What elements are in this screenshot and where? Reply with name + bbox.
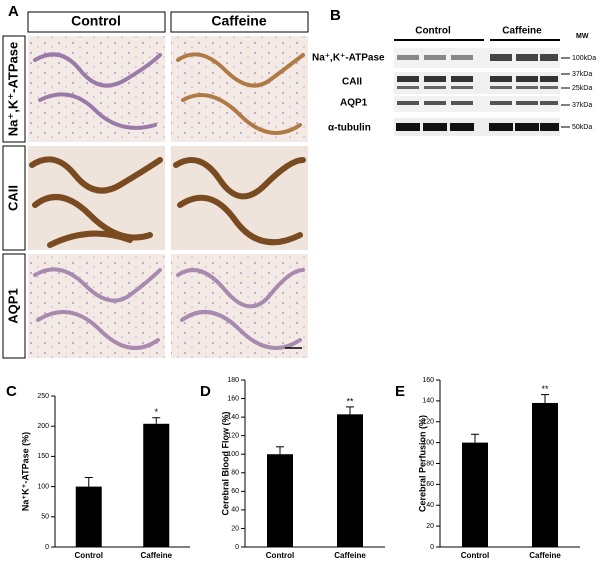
bar	[462, 442, 488, 547]
significance: **	[346, 396, 354, 406]
y-tick-label: 100	[37, 483, 49, 490]
mw-marker: 37kDa	[572, 71, 592, 78]
bar	[532, 402, 558, 547]
bar	[75, 486, 102, 547]
mw-header: MW	[576, 33, 589, 40]
x-tick-label: Control	[266, 551, 294, 560]
y-tick-label: 50	[41, 514, 49, 521]
y-tick-label: 100	[227, 451, 239, 458]
micrographs	[28, 36, 308, 358]
mw-marker: 37kDa	[572, 102, 592, 109]
bar	[143, 423, 170, 547]
y-tick-label: 60	[426, 481, 434, 488]
y-tick-label: 160	[422, 377, 434, 384]
panel-letter: D	[200, 383, 211, 400]
y-tick-label: 140	[422, 398, 434, 405]
mw-marker: 50kDa	[572, 124, 592, 131]
y-tick-label: 80	[231, 470, 239, 477]
panel-letter: E	[395, 383, 405, 400]
y-tick-label: 120	[227, 433, 239, 440]
row-label: AQP1	[340, 98, 368, 109]
y-axis-label: Cerebral Blood Flow (%)	[220, 411, 230, 515]
y-tick-label: 20	[426, 523, 434, 530]
header-box	[170, 11, 309, 33]
column-header: Caffeine	[211, 13, 266, 29]
y-tick-label: 0	[235, 544, 239, 551]
x-tick-label: Caffeine	[334, 551, 366, 560]
x-tick-label: Caffeine	[529, 551, 561, 560]
bar	[337, 414, 363, 547]
y-axis-label: Na⁺K⁺-ATPase (%)	[20, 432, 30, 511]
y-tick-label: 200	[37, 423, 49, 430]
x-tick-label: Control	[461, 551, 489, 560]
bar	[267, 454, 293, 547]
panel-letter: C	[6, 383, 17, 400]
row-label: CAII	[5, 185, 20, 211]
y-tick-label: 80	[426, 460, 434, 467]
y-tick-label: 120	[422, 419, 434, 426]
mw-marker: 25kDa	[572, 85, 592, 92]
row-label: AQP1	[5, 288, 20, 323]
row-box	[2, 145, 26, 251]
row-label: Na⁺,K⁺-ATPase	[5, 42, 20, 136]
panel-letter: B	[330, 7, 341, 24]
significance: *	[154, 407, 158, 417]
y-tick-label: 0	[45, 544, 49, 551]
row-label: Na⁺,K⁺-ATPase	[312, 53, 385, 64]
row-label: α-tubulin	[328, 123, 371, 134]
y-tick-label: 60	[231, 488, 239, 495]
panel-letter: A	[8, 3, 19, 20]
column-header: Control	[71, 13, 121, 29]
y-tick-label: 100	[422, 439, 434, 446]
blot	[394, 48, 570, 136]
mw-marker: 100kDa	[572, 55, 596, 62]
row-box	[2, 253, 26, 359]
y-tick-label: 20	[231, 525, 239, 532]
group-label: Control	[415, 26, 451, 37]
y-tick-label: 180	[227, 377, 239, 384]
y-tick-label: 40	[231, 507, 239, 514]
y-tick-label: 0	[430, 544, 434, 551]
row-box	[2, 35, 26, 143]
header-box	[27, 11, 166, 33]
group-label: Caffeine	[502, 26, 542, 37]
x-tick-label: Caffeine	[140, 551, 172, 560]
y-tick-label: 140	[227, 414, 239, 421]
y-axis-label: Cerebral Perfusion (%)	[417, 415, 427, 512]
x-tick-label: Control	[75, 551, 103, 560]
row-label: CAII	[342, 77, 362, 88]
y-tick-label: 40	[426, 502, 434, 509]
y-tick-label: 160	[227, 395, 239, 402]
micrograph	[171, 36, 308, 142]
significance: **	[541, 384, 549, 394]
y-tick-label: 150	[37, 453, 49, 460]
y-tick-label: 250	[37, 393, 49, 400]
